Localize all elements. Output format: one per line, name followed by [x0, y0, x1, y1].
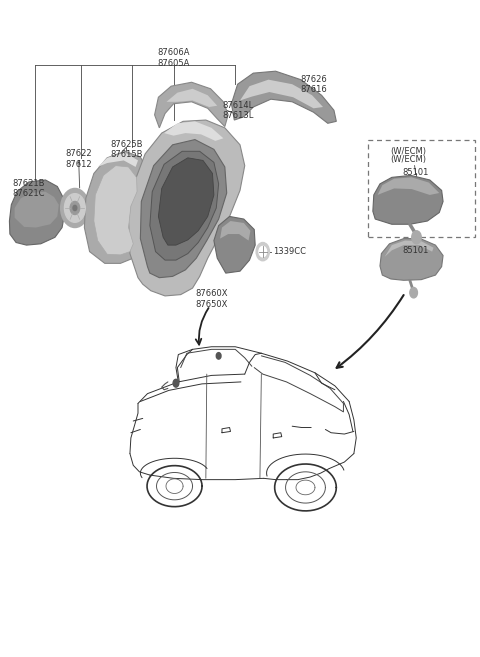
- Circle shape: [216, 353, 221, 359]
- Text: 85101: 85101: [402, 246, 429, 255]
- Text: (W/ECM): (W/ECM): [390, 154, 426, 164]
- Circle shape: [73, 206, 77, 211]
- Text: 87626
87616: 87626 87616: [300, 74, 327, 94]
- Text: 87621B
87621C: 87621B 87621C: [12, 179, 45, 198]
- Circle shape: [70, 202, 80, 214]
- Text: 87606A
87605A: 87606A 87605A: [157, 49, 190, 68]
- Polygon shape: [129, 120, 245, 296]
- Circle shape: [412, 231, 421, 244]
- Circle shape: [64, 194, 85, 222]
- Polygon shape: [155, 82, 228, 128]
- Polygon shape: [84, 151, 147, 263]
- Polygon shape: [220, 221, 251, 240]
- Polygon shape: [214, 216, 255, 273]
- Polygon shape: [14, 192, 59, 227]
- Polygon shape: [378, 177, 439, 195]
- Polygon shape: [167, 89, 217, 107]
- Circle shape: [410, 288, 418, 298]
- Polygon shape: [164, 122, 223, 141]
- Circle shape: [256, 242, 269, 261]
- Polygon shape: [97, 152, 138, 167]
- Text: 87625B
87615B: 87625B 87615B: [110, 140, 143, 159]
- Circle shape: [259, 246, 266, 257]
- Polygon shape: [150, 151, 219, 260]
- Polygon shape: [380, 238, 443, 281]
- Text: 85101: 85101: [402, 168, 429, 177]
- Polygon shape: [10, 180, 64, 245]
- Circle shape: [60, 189, 89, 227]
- Polygon shape: [373, 175, 443, 224]
- Polygon shape: [231, 71, 336, 124]
- Polygon shape: [240, 79, 323, 108]
- Text: 87614L
87613L: 87614L 87613L: [222, 101, 253, 120]
- Polygon shape: [158, 158, 214, 245]
- Polygon shape: [140, 139, 227, 278]
- Circle shape: [173, 379, 179, 387]
- Text: 87622
87612: 87622 87612: [65, 149, 92, 169]
- Text: 1339CC: 1339CC: [273, 247, 306, 256]
- Text: (W/ECM): (W/ECM): [390, 147, 426, 156]
- Text: 87660X
87650X: 87660X 87650X: [195, 290, 228, 309]
- Polygon shape: [384, 240, 433, 257]
- Polygon shape: [94, 166, 137, 255]
